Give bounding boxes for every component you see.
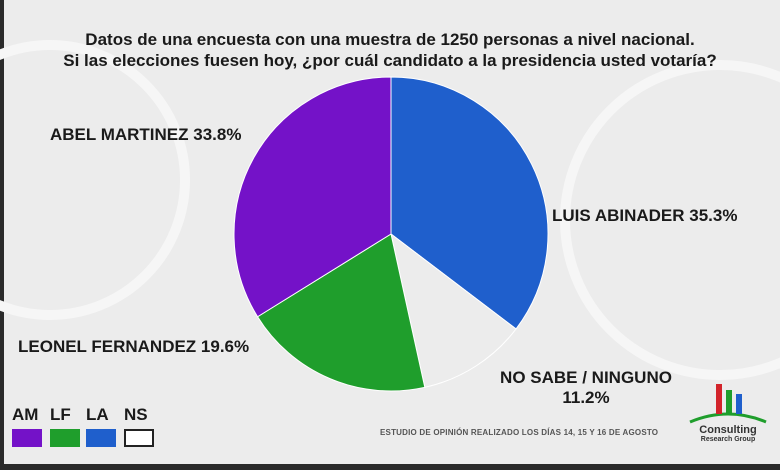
legend-swatch-am xyxy=(12,429,42,447)
chart-title-line-2: Si las elecciones fuesen hoy, ¿por cuál … xyxy=(63,51,717,70)
slice-label-abel-martinez: ABEL MARTINEZ 33.8% xyxy=(50,125,242,144)
pie-slice-no-sabe-ninguno xyxy=(390,232,517,388)
slice-label-no-sabe: NO SABE / NINGUNO 11.2% xyxy=(486,368,686,408)
legend-swatch-la xyxy=(86,429,116,447)
logo-bar-blue xyxy=(736,394,742,414)
logo-name: Consulting xyxy=(699,424,757,436)
legend-swatch-lf xyxy=(50,429,80,447)
slice-label-no-sabe-name: NO SABE / NINGUNO xyxy=(500,368,672,387)
slice-label-no-sabe-value: 11.2% xyxy=(562,388,610,407)
logo-bar-red xyxy=(716,384,722,414)
legend-item-lf: LF xyxy=(50,405,80,447)
slice-label-leonel-fernandez: LEONEL FERNANDEZ 19.6% xyxy=(18,337,250,356)
logo-swoosh xyxy=(689,412,767,424)
study-footnote: ESTUDIO DE OPINIÓN REALIZADO LOS DÍAS 14… xyxy=(380,428,659,437)
slice-label-luis-abinader: LUIS ABINADER 35.3% xyxy=(552,206,738,225)
legend-item-am: AM xyxy=(12,405,42,447)
legend-code-lf: LF xyxy=(50,405,71,424)
legend-code-am: AM xyxy=(12,405,39,424)
logo-bars-icon xyxy=(689,384,767,424)
consulting-logo: Consulting Research Group xyxy=(686,378,770,448)
pie-slice-leonel-fernandez xyxy=(256,233,426,392)
legend-code-ns: NS xyxy=(124,405,148,424)
legend-code-la: LA xyxy=(86,405,109,424)
pie-slice-luis-abinader xyxy=(390,76,549,330)
chart-title-line-1: Datos de una encuesta con una muestra de… xyxy=(85,30,695,49)
pie-slice-abel-martinez xyxy=(233,76,392,318)
logo-subtitle: Research Group xyxy=(700,436,756,443)
legend-item-la: LA xyxy=(86,405,116,447)
logo-bar-green xyxy=(726,390,732,414)
legend-item-ns: NS xyxy=(124,405,154,447)
legend-swatch-ns xyxy=(124,429,154,447)
